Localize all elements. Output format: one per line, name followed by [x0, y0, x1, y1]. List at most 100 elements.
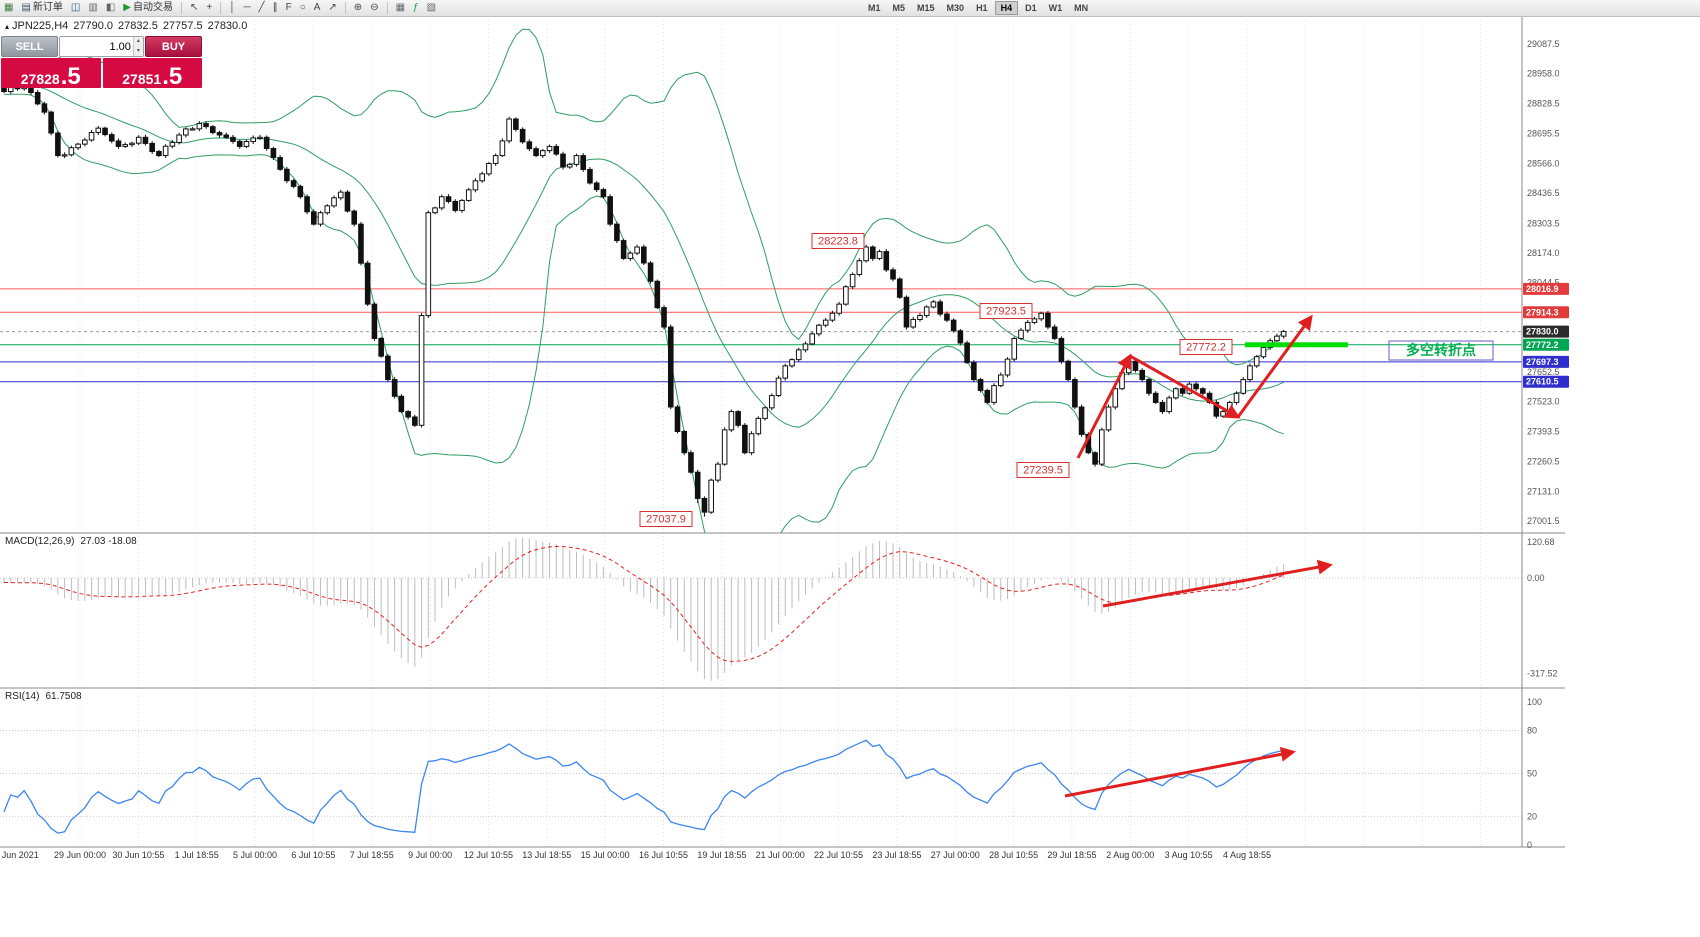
svg-text:28044.5: 28044.5: [1527, 278, 1560, 288]
indicators-icon: ƒ: [413, 2, 419, 13]
market-watch-icon[interactable]: ◫: [68, 1, 83, 15]
svg-text:27697.3: 27697.3: [1526, 357, 1559, 367]
indicators-icon[interactable]: ƒ: [410, 1, 422, 15]
macd-name: MACD(12,26,9): [5, 536, 75, 547]
trendline-icon[interactable]: ╱: [256, 1, 268, 15]
timeframe-M15[interactable]: M15: [912, 2, 940, 14]
timeframe-MN[interactable]: MN: [1069, 2, 1093, 14]
zoom-out-icon[interactable]: ⊖: [367, 1, 381, 15]
text-label-icon[interactable]: A: [311, 1, 324, 15]
buy-price[interactable]: 27851 .5: [102, 58, 202, 88]
candlestick-series: [1, 84, 1287, 517]
timeframe-M30[interactable]: M30: [942, 2, 970, 14]
svg-text:27523.0: 27523.0: [1527, 397, 1560, 407]
autotrade-icon: ▶: [123, 2, 131, 13]
fibonacci-icon: F: [285, 2, 292, 13]
fibonacci-icon[interactable]: F: [283, 1, 295, 15]
vertical-line-icon[interactable]: │: [226, 1, 238, 15]
volume-input[interactable]: [60, 37, 133, 56]
timeframe-H1[interactable]: H1: [971, 2, 993, 14]
crosshair-icon[interactable]: +: [203, 1, 215, 15]
svg-text:21 Jul 00:00: 21 Jul 00:00: [756, 850, 805, 860]
sell-price[interactable]: 27828 .5: [1, 58, 101, 88]
svg-text:12 Jul 10:55: 12 Jul 10:55: [464, 850, 513, 860]
ohlc-close: 27830.0: [207, 20, 248, 32]
channel-icon: ∥: [272, 2, 278, 13]
toolbar-separator: [344, 2, 346, 14]
svg-text:29 Jul 18:55: 29 Jul 18:55: [1047, 850, 1096, 860]
svg-text:20: 20: [1527, 811, 1537, 821]
ohlc-low: 27757.5: [162, 20, 203, 32]
grid-lines: [79, 16, 1481, 847]
svg-text:28695.5: 28695.5: [1527, 129, 1560, 139]
svg-text:80: 80: [1527, 726, 1537, 736]
timeframe-H4[interactable]: H4: [994, 1, 1019, 15]
svg-text:15 Jul 00:00: 15 Jul 00:00: [581, 850, 630, 860]
macd-indicator-label: MACD(12,26,9) 27.03 -18.08: [5, 536, 143, 547]
toolbar-separator: [386, 2, 388, 14]
volume-stepper: ▴ ▾: [132, 37, 143, 56]
toolbar-separator: [220, 2, 222, 14]
horizontal-line-icon[interactable]: ─: [240, 1, 253, 15]
svg-text:27772.2: 27772.2: [1526, 340, 1559, 350]
rsi-name: RSI(14): [5, 691, 40, 702]
svg-text:27830.0: 27830.0: [1526, 327, 1559, 337]
cursor-icon[interactable]: ↖: [187, 1, 201, 15]
svg-text:6 Jul 10:55: 6 Jul 10:55: [291, 850, 335, 860]
svg-text:28566.0: 28566.0: [1527, 158, 1560, 168]
timeframe-W1[interactable]: W1: [1044, 2, 1068, 14]
svg-text:-317.52: -317.52: [1527, 668, 1558, 678]
cursor-icon: ↖: [189, 2, 199, 13]
svg-text:4 Aug 18:55: 4 Aug 18:55: [1223, 850, 1271, 860]
tile-windows-icon[interactable]: ▦: [393, 1, 408, 15]
horizontal-line-icon: ─: [243, 2, 251, 13]
horizontal-level-lines: [0, 288, 1522, 383]
svg-text:28 Jul 10:55: 28 Jul 10:55: [989, 850, 1038, 860]
chart-marker-icon: ▴: [5, 22, 10, 31]
svg-text:0: 0: [1527, 840, 1532, 850]
navigator-icon[interactable]: ◧: [103, 1, 118, 15]
volume-field: ▴ ▾: [59, 36, 144, 57]
timeframe-M1[interactable]: M1: [863, 2, 886, 14]
buy-price-main: 27851: [122, 71, 162, 87]
svg-text:27914.3: 27914.3: [1526, 307, 1559, 317]
svg-text:27772.2: 27772.2: [1186, 342, 1226, 354]
svg-text:27393.5: 27393.5: [1527, 426, 1560, 436]
autotrade-button[interactable]: ▶ 自动交易: [120, 1, 176, 15]
buy-button[interactable]: BUY: [145, 36, 202, 57]
sell-button[interactable]: SELL: [1, 36, 58, 57]
new-order-button[interactable]: ▤ 新订单: [18, 1, 65, 15]
symbol-title: JPN225,H4: [12, 20, 69, 32]
timeframe-bar: M1 M5 M15 M30 H1 H4 D1 W1 MN: [862, 0, 1094, 16]
toolbar-separator: [180, 2, 182, 14]
svg-text:5 Jul 00:00: 5 Jul 00:00: [233, 850, 277, 860]
data-window-icon: ▥: [88, 2, 98, 13]
price-annotations: 28223.8 27923.5 27772.2 27239.5 27037.9: [639, 233, 1233, 527]
arrow-tool-icon[interactable]: ↗: [325, 1, 339, 15]
svg-text:3 Aug 10:55: 3 Aug 10:55: [1165, 850, 1213, 860]
templates-icon[interactable]: ▧: [424, 1, 439, 15]
zoom-in-icon[interactable]: ⊕: [351, 1, 365, 15]
timeframe-M5[interactable]: M5: [888, 2, 911, 14]
volume-up-button[interactable]: ▴: [133, 37, 143, 47]
channel-icon[interactable]: ∥: [270, 1, 281, 15]
svg-text:28174.0: 28174.0: [1527, 248, 1560, 258]
svg-text:25 Jun 2021: 25 Jun 2021: [0, 850, 39, 860]
svg-text:28303.5: 28303.5: [1527, 218, 1560, 228]
data-window-icon[interactable]: ▥: [85, 1, 100, 15]
templates-icon: ▧: [426, 2, 437, 13]
one-click-trading-panel: SELL ▴ ▾ BUY 27828 .5 27851 .5: [1, 36, 202, 88]
timeframe-D1[interactable]: D1: [1020, 2, 1042, 14]
charts-icon[interactable]: ▦: [1, 1, 16, 15]
shapes-icon: ○: [299, 2, 306, 13]
volume-down-button[interactable]: ▾: [133, 46, 143, 56]
shapes-icon[interactable]: ○: [297, 1, 309, 15]
macd-pane: [0, 537, 1522, 681]
navigator-icon: ◧: [105, 2, 116, 13]
support-highlight-segment: [1245, 342, 1348, 348]
new-order-button-label: 新订单: [32, 2, 63, 13]
svg-text:29 Jun 00:00: 29 Jun 00:00: [54, 850, 106, 860]
market-watch-icon: ◫: [70, 2, 81, 13]
svg-text:27131.0: 27131.0: [1527, 486, 1560, 496]
